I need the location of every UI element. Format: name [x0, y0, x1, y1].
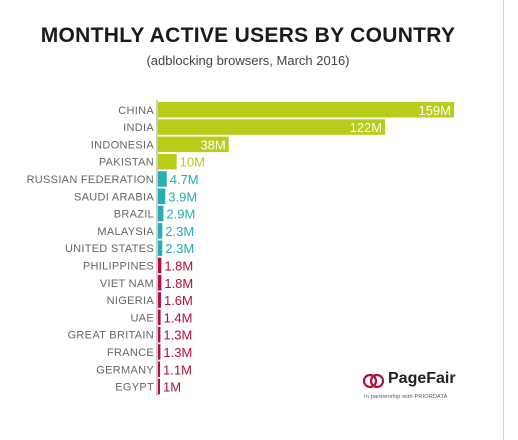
- value-label: 122M: [350, 120, 383, 135]
- pagefair-logo: PageFair In partnership with PRIORDATA: [362, 370, 482, 410]
- value-label: 1.3M: [163, 345, 192, 360]
- value-label: 1.1M: [163, 362, 192, 377]
- category-label: NIGERIA: [107, 295, 155, 307]
- frame-divider: [503, 0, 504, 440]
- bar: [158, 136, 229, 153]
- bar: [158, 102, 454, 118]
- bar: [158, 292, 161, 308]
- value-label: 10M: [180, 155, 205, 170]
- bar: [158, 119, 386, 135]
- value-label: 159M: [418, 103, 451, 118]
- bar: [158, 205, 164, 222]
- value-label: 4.7M: [170, 172, 199, 187]
- category-label: SAUDI ARABIA: [74, 191, 154, 203]
- pagefair-logo-text: PageFair: [388, 370, 456, 387]
- value-label: 1.6M: [164, 293, 193, 308]
- category-label: MALAYSIA: [97, 226, 154, 238]
- category-label: RUSSIAN FEDERATION: [27, 174, 154, 186]
- bar: [158, 223, 163, 239]
- bar-chart: CHINA 159M INDIA 122M INDONESIA 38M PAKISTAN 10…: [27, 100, 454, 397]
- value-label: 1.8M: [164, 258, 193, 273]
- value-label: 1.8M: [164, 276, 193, 291]
- bar: [158, 275, 162, 291]
- category-label: VIET NAM: [100, 278, 154, 290]
- category-label: INDIA: [123, 122, 154, 134]
- category-label: UNITED STATES: [65, 243, 154, 255]
- value-label: 2.3M: [165, 224, 194, 239]
- category-label: INDONESIA: [91, 139, 155, 151]
- category-label: UAE: [130, 312, 154, 324]
- category-label: PHILIPPINES: [83, 260, 154, 272]
- category-label: FRANCE: [107, 347, 154, 359]
- pagefair-tagline: In partnership with PRIORDATA: [364, 394, 448, 400]
- bar: [158, 153, 177, 170]
- bar: [158, 361, 161, 377]
- category-label: GERMANY: [96, 364, 154, 376]
- chart-subtitle: (adblocking browsers, March 2016): [146, 53, 350, 68]
- value-label: 1.4M: [164, 310, 193, 325]
- bar: [158, 240, 163, 256]
- value-label: 2.3M: [165, 241, 194, 256]
- value-label: 1M: [163, 380, 181, 395]
- bar: [158, 344, 161, 360]
- pagefair-logo-icon: [362, 373, 385, 389]
- category-label: CHINA: [118, 105, 154, 117]
- value-label: 3.9M: [168, 189, 197, 204]
- bar: [158, 257, 162, 274]
- bar: [158, 378, 160, 395]
- value-label: 1.3M: [163, 328, 192, 343]
- bar: [158, 309, 161, 326]
- chart-title: MONTHLY ACTIVE USERS BY COUNTRY: [40, 24, 456, 47]
- category-label: EGYPT: [115, 382, 154, 394]
- category-label: PAKISTAN: [99, 157, 154, 169]
- bar: [158, 326, 161, 343]
- category-label: GREAT BRITAIN: [68, 330, 154, 342]
- value-label: 38M: [200, 137, 225, 152]
- category-label: BRAZIL: [114, 209, 154, 221]
- bar: [158, 171, 167, 187]
- bar: [158, 188, 166, 204]
- value-label: 2.9M: [166, 207, 195, 222]
